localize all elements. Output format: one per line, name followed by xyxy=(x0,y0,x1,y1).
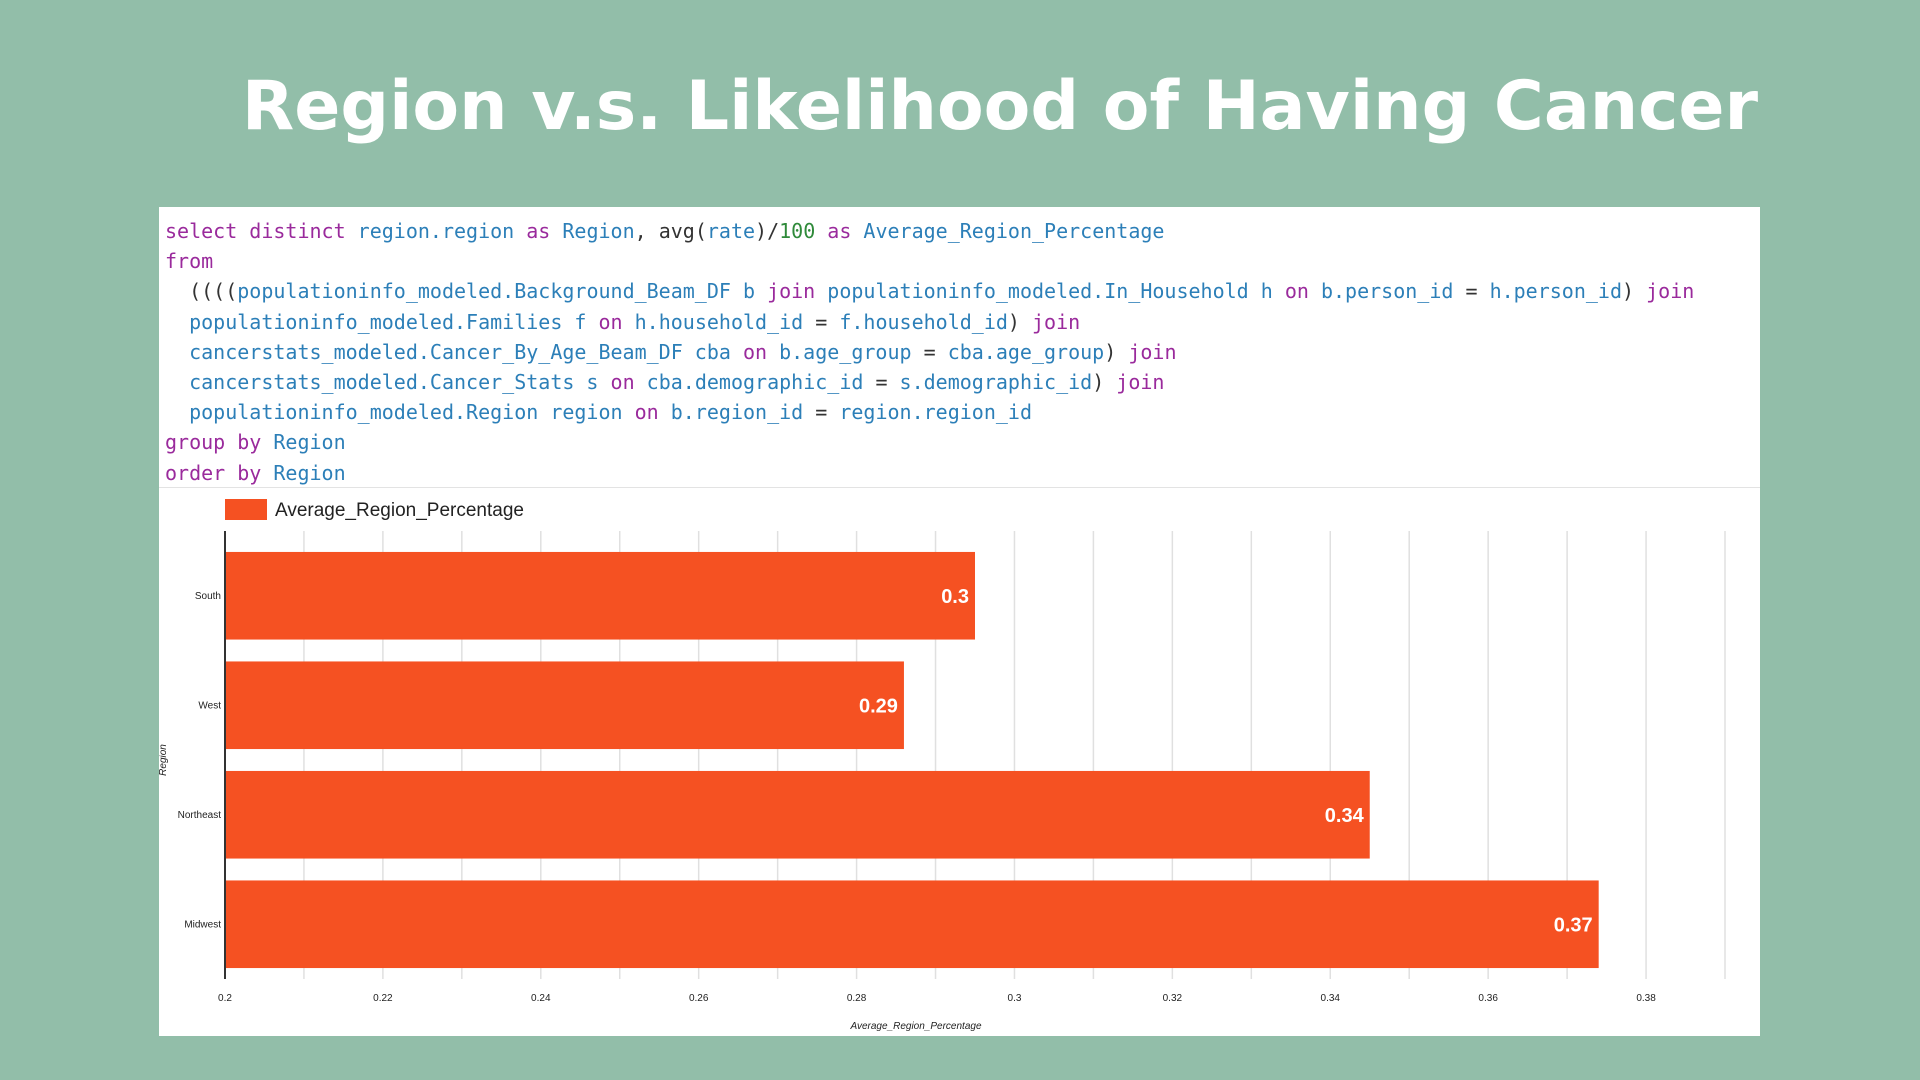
query-result-panel: select distinct region.region as Region,… xyxy=(159,207,1760,1036)
code-token: = xyxy=(815,400,840,425)
x-tick-label: 0.38 xyxy=(1636,993,1656,1004)
bar xyxy=(225,770,1370,859)
code-line: select distinct region.region as Region,… xyxy=(165,216,1754,246)
code-token: )/ xyxy=(755,219,780,243)
code-token: populationinfo_modeled.Background_Beam_D… xyxy=(237,279,768,304)
code-line: populationinfo_modeled.Region region on … xyxy=(165,397,1754,427)
x-axis-title: Average_Region_Percentage xyxy=(849,1021,981,1032)
x-tick-label: 0.34 xyxy=(1321,993,1341,1004)
code-token: Region xyxy=(273,460,346,485)
code-token: = xyxy=(923,339,948,364)
code-token: on xyxy=(610,369,647,394)
y-tick-label: Midwest xyxy=(184,919,221,930)
x-tick-labels: 0.2 0.22 0.24 0.26 0.28 0.3 0.32 0.34 0.36 0.38 xyxy=(218,993,1656,1004)
code-line: cancerstats_modeled.Cancer_By_Age_Beam_D… xyxy=(165,337,1754,367)
bar xyxy=(225,880,1599,969)
code-token: ) xyxy=(1104,339,1129,364)
bar-chart: 0.30.290.340.37 0.2 0.22 0.24 0.26 0.28 0.3 0.… xyxy=(159,499,1726,1032)
code-line: cancerstats_modeled.Cancer_Stats s on cb… xyxy=(165,367,1754,397)
code-token: populationinfo_modeled.Region region xyxy=(165,400,635,425)
code-token: on xyxy=(742,339,780,364)
code-token: order by xyxy=(165,460,274,485)
code-token: region.region_id xyxy=(839,400,1032,425)
code-token: rate xyxy=(706,219,756,243)
bar-value-label: 0.3 xyxy=(941,586,969,608)
code-token: Average_Region_Percentage xyxy=(863,219,1165,243)
code-line: populationinfo_modeled.Families f on h.h… xyxy=(165,307,1754,337)
code-token: ) xyxy=(1622,279,1647,304)
code-token: on xyxy=(598,309,635,334)
code-token: f.household_id xyxy=(839,309,1008,334)
code-token: cba.demographic_id xyxy=(646,369,876,394)
code-token: ) xyxy=(1092,369,1117,394)
code-token: b.person_id xyxy=(1320,279,1466,304)
sql-code-block[interactable]: select distinct region.region as Region,… xyxy=(159,207,1760,488)
code-token: join xyxy=(1116,369,1165,394)
code-token: Region xyxy=(273,430,346,455)
x-tick-label: 0.3 xyxy=(1008,993,1022,1004)
code-line: group by Region xyxy=(165,427,1754,457)
code-token: h.household_id xyxy=(634,309,816,334)
legend-label: Average_Region_Percentage xyxy=(275,500,524,521)
code-token: , avg( xyxy=(634,219,707,243)
code-token: Region xyxy=(562,219,635,243)
bar-value-label: 0.37 xyxy=(1554,914,1593,936)
y-tick-labels: South West Northeast Midwest xyxy=(178,591,222,931)
code-token: populationinfo_modeled.In_Household h xyxy=(827,279,1285,304)
code-token: join xyxy=(767,279,828,304)
code-token: from xyxy=(165,249,214,274)
bar-value-label: 0.34 xyxy=(1325,805,1365,827)
y-tick-label: West xyxy=(198,700,221,711)
code-line: ((((populationinfo_modeled.Background_Be… xyxy=(165,276,1754,306)
code-token: ) xyxy=(1007,309,1032,334)
y-tick-label: Northeast xyxy=(178,810,222,821)
code-token: b.age_group xyxy=(779,339,924,364)
x-tick-label: 0.32 xyxy=(1163,993,1183,1004)
code-token: join xyxy=(1646,279,1695,304)
code-token: select distinct xyxy=(165,219,358,243)
code-token: = xyxy=(815,309,840,334)
code-token: cancerstats_modeled.Cancer_Stats s xyxy=(165,369,611,394)
bars: 0.3 0.29 0.34 0.37 xyxy=(225,551,1599,969)
x-tick-label: 0.36 xyxy=(1478,993,1498,1004)
x-tick-label: 0.28 xyxy=(847,993,867,1004)
bar xyxy=(225,551,975,640)
code-token: join xyxy=(1128,339,1177,364)
code-token: region.region xyxy=(357,219,527,243)
bar xyxy=(225,661,904,750)
code-token: as xyxy=(526,219,563,243)
code-token: b.region_id xyxy=(670,400,816,425)
y-tick-label: South xyxy=(195,591,221,602)
legend-swatch xyxy=(225,499,267,520)
x-tick-label: 0.22 xyxy=(373,993,393,1004)
x-tick-label: 0.26 xyxy=(689,993,709,1004)
slide-title: Region v.s. Likelihood of Having Cancer xyxy=(241,67,1759,146)
code-token: cba.age_group xyxy=(947,339,1105,364)
code-token: on xyxy=(634,400,671,425)
x-tick-label: 0.24 xyxy=(531,993,551,1004)
code-token: cancerstats_modeled.Cancer_By_Age_Beam_D… xyxy=(165,339,743,364)
code-token: h.person_id xyxy=(1489,279,1623,304)
bar-value-label: 0.29 xyxy=(859,695,898,717)
y-axis-title: Region xyxy=(159,744,169,776)
code-token: s.demographic_id xyxy=(899,369,1093,394)
code-token: as xyxy=(827,219,864,243)
code-line: order by Region xyxy=(165,458,1754,488)
x-tick-label: 0.2 xyxy=(218,993,232,1004)
code-token: group by xyxy=(165,430,274,455)
code-token: populationinfo_modeled.Families f xyxy=(165,309,599,334)
legend[interactable]: Average_Region_Percentage xyxy=(225,499,524,521)
code-token: (((( xyxy=(165,279,238,304)
code-token: on xyxy=(1284,279,1321,304)
code-line: from xyxy=(165,246,1754,276)
code-token: 100 xyxy=(779,219,828,243)
code-token: = xyxy=(1465,279,1490,304)
code-token: = xyxy=(875,369,900,394)
code-token: join xyxy=(1032,309,1081,334)
